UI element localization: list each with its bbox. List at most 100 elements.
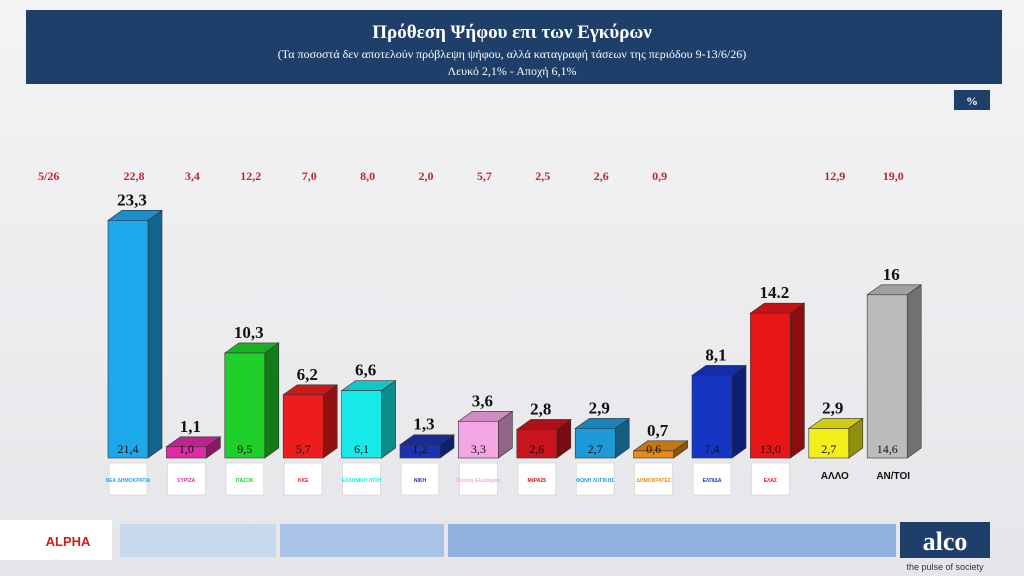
party-logo	[166, 462, 206, 496]
header	[26, 10, 1002, 84]
party-logo	[692, 462, 732, 496]
bar	[691, 375, 733, 459]
base-label: 0,6	[646, 442, 661, 456]
bar	[166, 446, 207, 459]
value-label: 6,2	[297, 365, 318, 384]
x-tick-label: ΑΛΛΟ	[821, 471, 849, 482]
base-label: 5,7	[296, 442, 311, 456]
value-label: 14.2	[760, 283, 790, 302]
value-label: 0,7	[647, 421, 669, 440]
value-label: 1,3	[413, 415, 434, 434]
base-label: 14,6	[877, 442, 898, 456]
bar	[866, 294, 908, 459]
x-tick-label: ΦΩΝΗ ΛΟΓΙΚΗΣ	[576, 478, 614, 484]
x-tick-label: ΠΑΣΟΚ	[236, 478, 254, 484]
bar	[341, 390, 382, 459]
value-label: 3,6	[472, 391, 493, 410]
base-label: 2,7	[821, 442, 836, 456]
party-logo	[750, 462, 790, 496]
bar	[808, 428, 850, 459]
x-tick-label: ΕΛΠΙΔΑ	[703, 478, 722, 484]
bar-side	[381, 380, 396, 459]
x-tick-label: Πλεύση Ελευθερίας	[455, 478, 502, 484]
previous-value: 2,6	[594, 169, 609, 183]
base-label: 9,5	[237, 442, 252, 456]
party-logo	[108, 462, 148, 496]
party-logo	[283, 462, 323, 496]
value-label: 2,9	[822, 398, 843, 417]
party-logo	[575, 462, 615, 496]
party-logo	[400, 462, 440, 496]
party-logo	[458, 462, 498, 496]
previous-value: 3,4	[185, 169, 200, 183]
x-tick-label: ΝΕΑ ΔΗΜΟΚΡΑΤΙΑ	[106, 478, 151, 484]
value-label: 23,3	[117, 190, 147, 209]
previous-value: 12,2	[240, 169, 261, 183]
brand-box	[900, 522, 990, 558]
base-label: 1,0	[179, 442, 194, 456]
channel-box	[0, 520, 112, 560]
note: Λευκό 2,1% - Αποχή 6,1%	[447, 64, 576, 78]
previous-value: 12,9	[824, 169, 845, 183]
bar	[282, 394, 324, 459]
value-label: 10,3	[234, 323, 264, 342]
value-label: 6,6	[355, 361, 376, 380]
base-label: 2,6	[529, 442, 544, 456]
chart-title: Πρόθεση Ψήφου επι των Εγκύρων	[372, 22, 652, 43]
base-label: 7,4	[705, 442, 720, 456]
bar-side	[322, 384, 338, 459]
previous-value: 2,0	[419, 169, 434, 183]
brand: alco	[923, 527, 968, 556]
footer-bar	[280, 524, 444, 557]
party-logo	[225, 462, 265, 496]
previous-value: 2,5	[535, 169, 550, 183]
bar-side	[264, 342, 280, 459]
bar	[633, 450, 674, 459]
party-logo	[517, 462, 557, 496]
x-tick-label: ΝΙΚΗ	[414, 478, 427, 484]
x-tick-label: ΣΥΡΙΖΑ	[178, 478, 196, 484]
x-tick-label: ΕΛΑΣ	[764, 478, 777, 484]
previous-value: 19,0	[883, 169, 904, 183]
bar	[399, 444, 441, 459]
x-tick-label: ΑΝ/ΤΟΙ	[876, 471, 910, 482]
party-logo	[634, 462, 674, 496]
base-label: 1,2	[413, 442, 428, 456]
previous-label: 5/26	[38, 169, 59, 183]
bar	[750, 312, 791, 459]
footer-bar	[120, 524, 276, 557]
bar	[516, 429, 558, 459]
value-label: 2,8	[530, 399, 551, 418]
base-label: 13,0	[760, 442, 781, 456]
bar-side	[147, 209, 163, 459]
footer-bar	[448, 524, 896, 557]
x-tick-label: ΚΚΕ	[298, 478, 309, 484]
unit-label: %	[966, 94, 978, 108]
previous-value: 0,9	[652, 169, 667, 183]
bar-side	[731, 364, 747, 459]
value-label: 16	[883, 265, 900, 284]
channel-logo: ALPHA	[46, 534, 91, 549]
bar	[107, 220, 149, 459]
subtitle: (Τα ποσοστά δεν αποτελούν πρόβλεψη ψήφου…	[278, 47, 747, 61]
bar-side	[906, 284, 922, 459]
unit-badge	[954, 90, 990, 110]
base-label: 3,3	[471, 442, 486, 456]
x-tick-label: ΜέΡΑ25	[528, 478, 547, 484]
previous-value: 7,0	[302, 169, 317, 183]
tagline: the pulse of society	[906, 562, 984, 572]
value-label: 8,1	[705, 345, 726, 364]
bar-side	[790, 302, 805, 459]
party-logo	[342, 462, 382, 496]
x-tick-label: ΔΗΜΟΚΡΑΤΕΣ	[636, 478, 670, 484]
value-label: 1,1	[180, 417, 201, 436]
value-label: 2,9	[589, 398, 610, 417]
previous-value: 8,0	[360, 169, 375, 183]
base-label: 6,1	[354, 442, 369, 456]
bar	[458, 420, 499, 459]
previous-value: 22,8	[124, 169, 145, 183]
bar	[574, 428, 616, 459]
base-label: 2,7	[588, 442, 603, 456]
